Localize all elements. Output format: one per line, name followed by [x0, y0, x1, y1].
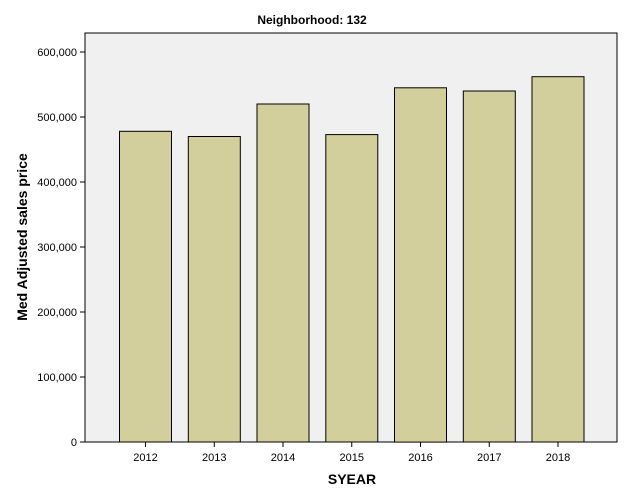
bar-2014 [256, 103, 310, 443]
x-axis-title: SYEAR [328, 471, 376, 487]
bar-2017 [462, 90, 516, 443]
y-tick-label: 600,000 [37, 47, 77, 59]
x-tick-label: 2014 [271, 452, 295, 464]
bar-2018 [531, 76, 585, 443]
y-tick-label: 300,000 [37, 242, 77, 254]
chart-title: Neighborhood: 132 [257, 13, 367, 27]
y-tick-label: 0 [71, 437, 77, 449]
bars-group [119, 76, 585, 443]
x-tick-label: 2016 [408, 452, 432, 464]
bar-2016 [394, 87, 447, 443]
x-tick-label: 2013 [202, 452, 226, 464]
y-tick-label: 200,000 [37, 307, 77, 319]
x-tick-label: 2018 [546, 452, 570, 464]
y-axis-title: Med Adjusted sales price [14, 153, 30, 321]
x-tick-label: 2015 [340, 452, 364, 464]
bar-2012 [119, 130, 172, 443]
y-tick-label: 100,000 [37, 372, 77, 384]
y-axis: 0 100,000 200,000 300,000 400,000 500,000 600,… [37, 47, 85, 449]
x-tick-label: 2017 [477, 452, 501, 464]
x-axis: 2012 2013 2014 2015 2016 2017 2018 [133, 442, 570, 464]
x-tick-label: 2012 [133, 452, 157, 464]
bar-2015 [325, 134, 379, 443]
y-tick-label: 400,000 [37, 177, 77, 189]
y-tick-label: 500,000 [37, 112, 77, 124]
bar-2013 [187, 136, 241, 443]
